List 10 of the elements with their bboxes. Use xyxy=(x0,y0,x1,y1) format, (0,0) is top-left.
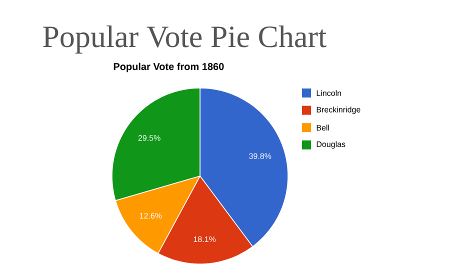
chart-title: Popular Vote Pie Chart xyxy=(43,25,326,54)
data-label: 29.5% xyxy=(138,135,160,141)
legend-label: Lincoln xyxy=(316,90,342,96)
data-label: 39.8% xyxy=(249,153,272,159)
legend-label: Breckinridge xyxy=(316,106,360,114)
data-label: 12.6% xyxy=(140,212,162,219)
legend-label: Bell xyxy=(316,124,329,131)
chart-subtitle: Popular Vote from 1860 xyxy=(114,62,224,72)
data-label: 18.1% xyxy=(194,236,216,242)
legend-label: Douglas xyxy=(316,141,346,149)
